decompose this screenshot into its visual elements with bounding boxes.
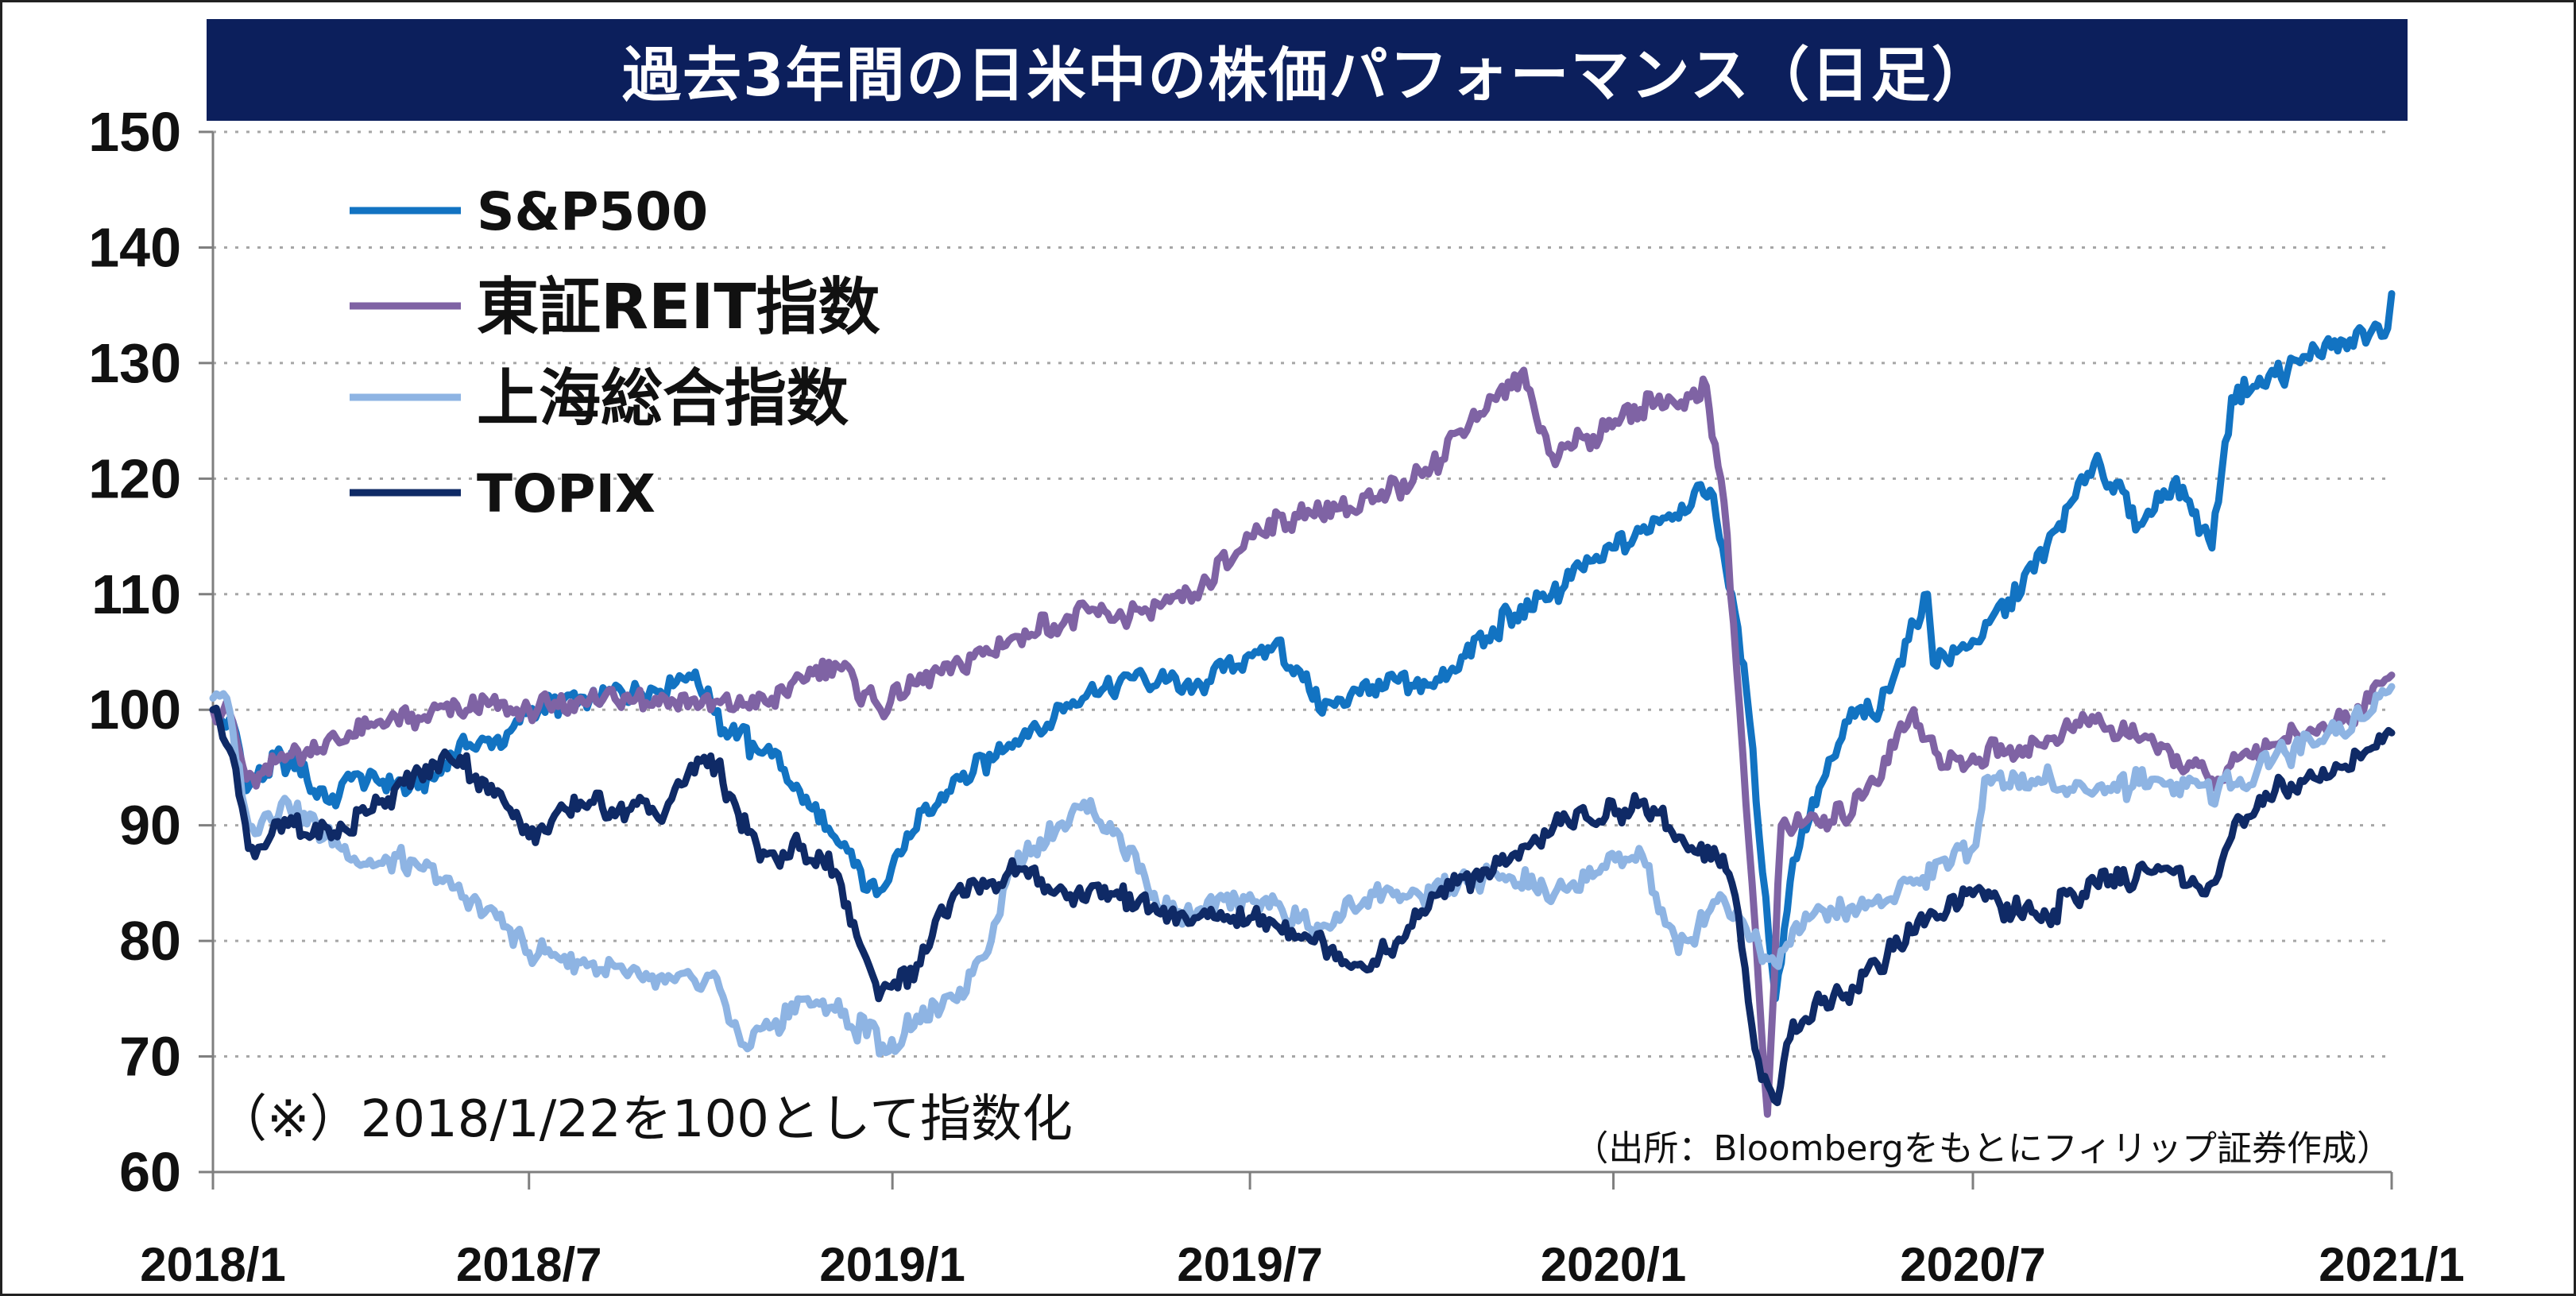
x-tick-label: 2019/7: [1177, 1238, 1323, 1291]
y-tick-label: 60: [119, 1141, 181, 1203]
series-line-3: [209, 704, 2396, 1107]
chart-title: 過去3年間の日米中の株価パフォーマンス（日足）: [207, 19, 2408, 121]
x-tick-label: 2020/1: [1541, 1238, 1687, 1291]
y-tick-label: 130: [88, 332, 181, 394]
legend-label: TOPIX: [477, 463, 656, 524]
y-tick-label: 120: [88, 447, 181, 509]
x-tick-label: 2018/1: [140, 1238, 286, 1291]
legend-label: S&P500: [477, 181, 708, 242]
series-line-1: [209, 366, 2396, 1118]
y-tick-label: 80: [119, 910, 181, 972]
index-note: （※）2018/1/22を100として指数化: [216, 1090, 1073, 1149]
y-tick-label: 110: [91, 563, 181, 625]
x-tick-label: 2019/1: [819, 1238, 965, 1291]
y-tick-label: 150: [88, 101, 181, 163]
y-tick-label: 100: [88, 679, 181, 741]
y-tick-label: 140: [88, 216, 181, 278]
y-tick-label: 90: [119, 795, 181, 857]
grid-lines: [213, 130, 2392, 1058]
source-note: （出所：Bloombergをもとにフィリップ証券作成）: [1573, 1128, 2392, 1169]
axes: 60 70 80 90 100 110 120 130 140 150 2018/1 2018/7 20…: [88, 101, 2465, 1291]
series-line-2: [209, 683, 2396, 1058]
series-lines: [209, 290, 2396, 1118]
x-tick-label: 2020/7: [1900, 1238, 2046, 1291]
y-tick-label: 70: [119, 1026, 181, 1088]
legend-label: 上海総合指数: [477, 363, 849, 435]
x-tick-label: 2018/7: [456, 1238, 602, 1291]
legend-label: 東証REIT指数: [477, 272, 880, 343]
x-tick-label: 2021/1: [2319, 1238, 2465, 1291]
